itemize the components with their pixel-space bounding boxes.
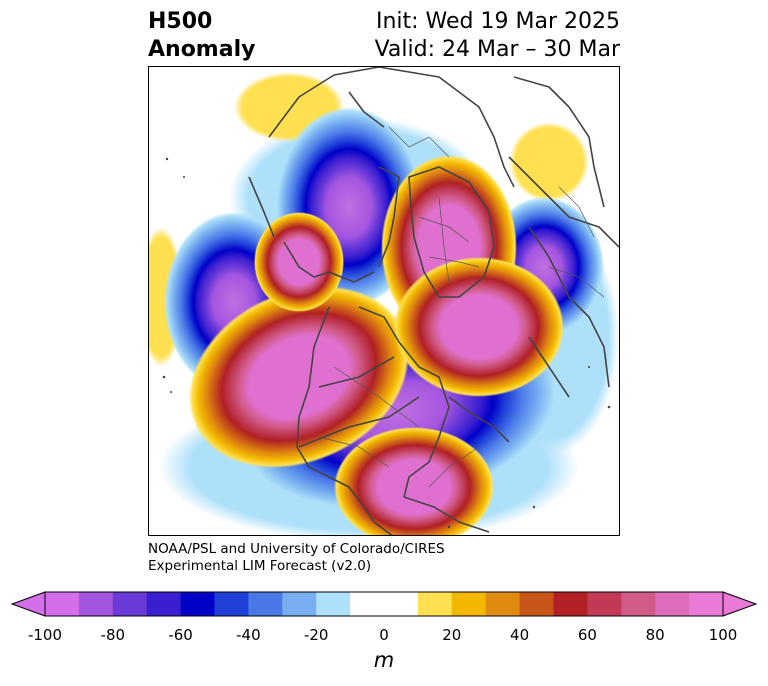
colorbar-cell — [214, 592, 249, 616]
colorbar-cell — [112, 592, 148, 616]
colorbar-min-extend — [10, 591, 46, 617]
colorbar-tick-label: 80 — [645, 626, 665, 644]
colorbar-cell — [316, 592, 351, 616]
coastlines — [248, 67, 619, 535]
title-variable: H500 — [148, 9, 213, 34]
data-credit: NOAA/PSL and University of Colorado/CIRE… — [148, 541, 445, 575]
colorbar-cell — [78, 592, 114, 616]
anomaly-map-svg — [149, 67, 619, 535]
colorbar-cell — [350, 592, 385, 616]
colorbar-cell — [146, 592, 182, 616]
colorbar-cell — [519, 592, 554, 616]
colorbar-cell — [45, 592, 80, 616]
credit-line-1: NOAA/PSL and University of Colorado/CIRE… — [148, 541, 445, 557]
ridge-gulf-of-mexico — [334, 427, 494, 535]
colorbar-tick-label: 100 — [708, 626, 738, 644]
weak-positive-northeast — [509, 122, 589, 202]
colorbar-tick-label: -40 — [236, 626, 261, 644]
colorbar-unit-label: m — [373, 648, 395, 672]
colorbar-cell — [689, 592, 724, 616]
valid-range: Valid: 24 Mar – 30 Mar — [374, 37, 620, 62]
colorbar-cell — [248, 592, 283, 616]
colorbar-cell — [282, 592, 317, 616]
colorbar-cell — [417, 592, 453, 616]
title-field-type: Anomaly — [148, 37, 256, 62]
map-title-left: H500 Anomaly — [148, 8, 255, 64]
credit-line-2: Experimental LIM Forecast (v2.0) — [148, 558, 372, 574]
colorbar-tick-label: -80 — [100, 626, 126, 644]
map-title-right: Init: Wed 19 Mar 2025 Valid: 24 Mar – 30… — [375, 8, 620, 64]
colorbar-cell — [451, 592, 487, 616]
colorbar-cells — [45, 592, 724, 616]
colorbar-cell — [485, 592, 521, 616]
ridge-pacific — [188, 285, 410, 469]
islands — [162, 157, 611, 529]
colorbar-max-extend — [722, 591, 758, 617]
anomaly-map — [148, 66, 620, 536]
init-date: Init: Wed 19 Mar 2025 — [375, 9, 620, 34]
colorbar-cell — [180, 592, 215, 616]
colorbar-cell — [587, 592, 622, 616]
colorbar-cell — [553, 592, 588, 616]
colorbar-cell — [655, 592, 690, 616]
colorbar-tick-label: 20 — [442, 626, 462, 644]
colorbar-tick-label: -60 — [168, 626, 193, 644]
colorbar-tick-label: 0 — [379, 626, 389, 644]
political-borders — [318, 126, 605, 488]
colorbar-cell — [621, 592, 656, 616]
colorbar-tick-label: 40 — [510, 626, 530, 644]
colorbar-cell — [384, 592, 419, 616]
colorbar-tick-labels: -100 -80 -60 -40 -20 0 20 40 60 80 100 — [0, 626, 768, 646]
ridge-north-atlantic — [394, 257, 564, 397]
colorbar — [10, 591, 758, 617]
colorbar-tick-label: -20 — [303, 626, 329, 644]
colorbar-tick-label: 60 — [577, 626, 597, 644]
colorbar-tick-label: -100 — [27, 626, 63, 644]
ridge-bering — [254, 212, 344, 312]
colorbar-outline — [44, 591, 724, 617]
